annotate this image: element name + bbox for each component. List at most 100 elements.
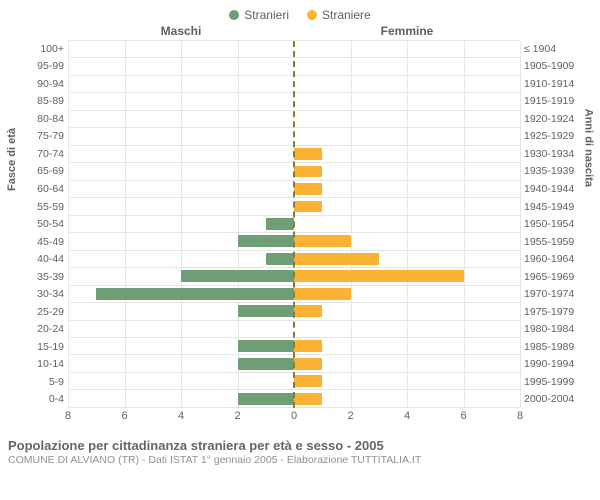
female-half [294,321,520,337]
male-half [68,355,294,371]
birth-label: 1980-1984 [524,321,592,339]
chart-title: Popolazione per cittadinanza straniera p… [8,438,592,453]
bar-female [294,305,322,317]
center-divider [293,41,295,408]
column-headers: Maschi Femmine [68,24,520,38]
age-label: 70-74 [8,145,64,163]
age-label: 0-4 [8,391,64,409]
male-half [68,76,294,92]
footer: Popolazione per cittadinanza straniera p… [8,438,592,466]
bar-female [294,375,322,387]
bar-male [266,253,294,265]
y-labels-birth: ≤ 19041905-19091910-19141915-19191920-19… [524,40,592,408]
birth-label: 1975-1979 [524,303,592,321]
age-label: 85-89 [8,93,64,111]
female-half [294,76,520,92]
birth-label: 1995-1999 [524,373,592,391]
age-label: 25-29 [8,303,64,321]
legend: Stranieri Straniere [8,8,592,22]
male-half [68,233,294,249]
male-half [68,216,294,232]
age-label: 20-24 [8,321,64,339]
age-label: 95-99 [8,58,64,76]
age-label: 65-69 [8,163,64,181]
legend-label-male: Stranieri [244,8,289,22]
birth-label: 1940-1944 [524,180,592,198]
birth-label: 1960-1964 [524,250,592,268]
female-half [294,128,520,144]
x-tick: 2 [347,410,353,422]
female-half [294,111,520,127]
x-tick: 8 [65,410,71,422]
bar-female [294,270,464,282]
age-label: 100+ [8,40,64,58]
birth-label: 1970-1974 [524,285,592,303]
x-axis: 02468 2468 [68,410,520,424]
bar-female [294,201,322,213]
age-label: 5-9 [8,373,64,391]
female-half [294,181,520,197]
age-label: 10-14 [8,356,64,374]
female-half [294,163,520,179]
age-label: 40-44 [8,250,64,268]
chart: Fasce di età Anni di nascita Maschi Femm… [8,24,592,434]
legend-item-male: Stranieri [229,8,289,22]
male-half [68,303,294,319]
bar-female [294,358,322,370]
bar-male [266,218,294,230]
column-header-male: Maschi [68,24,294,38]
birth-label: 1905-1909 [524,58,592,76]
male-half [68,93,294,109]
female-half [294,303,520,319]
female-half [294,233,520,249]
bar-female [294,393,322,405]
birth-label: 1915-1919 [524,93,592,111]
x-tick: 4 [404,410,410,422]
chart-subtitle: COMUNE DI ALVIANO (TR) - Dati ISTAT 1° g… [8,454,592,466]
birth-label: 1990-1994 [524,356,592,374]
female-half [294,58,520,74]
birth-label: 1925-1929 [524,128,592,146]
male-half [68,251,294,267]
birth-label: 1955-1959 [524,233,592,251]
age-label: 45-49 [8,233,64,251]
male-half [68,198,294,214]
male-half [68,373,294,389]
female-half [294,373,520,389]
birth-label: 1965-1969 [524,268,592,286]
bar-female [294,148,322,160]
bar-male [238,358,295,370]
female-half [294,286,520,302]
legend-swatch-male [229,10,239,20]
female-half [294,146,520,162]
bar-male [238,235,295,247]
x-tick: 2 [234,410,240,422]
plot-area [68,40,520,408]
bar-female [294,235,351,247]
male-half [68,128,294,144]
x-tick: 8 [517,410,523,422]
x-axis-right: 2468 [294,410,520,424]
age-label: 35-39 [8,268,64,286]
x-tick: 4 [178,410,184,422]
birth-label: 1935-1939 [524,163,592,181]
bar-female [294,340,322,352]
female-half [294,251,520,267]
birth-label: 1985-1989 [524,338,592,356]
bar-female [294,183,322,195]
birth-label: 1910-1914 [524,75,592,93]
age-label: 75-79 [8,128,64,146]
x-tick: 6 [121,410,127,422]
male-half [68,181,294,197]
male-half [68,338,294,354]
age-label: 90-94 [8,75,64,93]
age-label: 60-64 [8,180,64,198]
legend-label-female: Straniere [322,8,371,22]
bar-male [96,288,294,300]
birth-label: 1950-1954 [524,215,592,233]
age-label: 15-19 [8,338,64,356]
male-half [68,41,294,57]
x-axis-left: 02468 [68,410,294,424]
age-label: 80-84 [8,110,64,128]
bar-male [181,270,294,282]
